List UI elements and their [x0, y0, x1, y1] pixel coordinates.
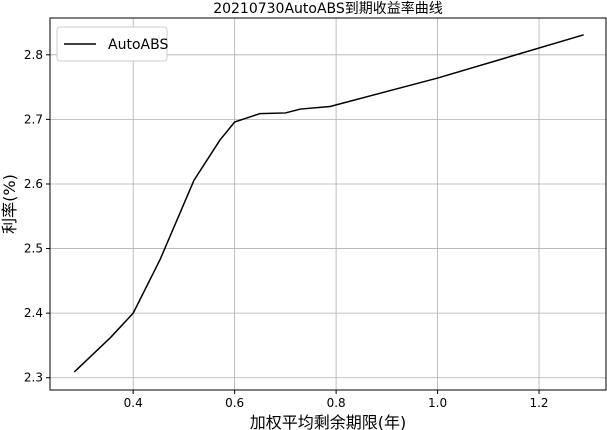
line-series: [73, 34, 584, 373]
legend-label: AutoABS: [108, 37, 168, 53]
x-tick-label: 1.2: [529, 396, 548, 410]
y-axis-label: 利率(%): [0, 174, 19, 234]
y-tick-label: 2.3: [24, 371, 43, 385]
y-tick-label: 2.5: [24, 242, 43, 256]
plot-frame: [49, 17, 607, 391]
chart-title: 20210730AutoABS到期收益率曲线: [213, 0, 443, 17]
y-tick-label: 2.8: [24, 48, 43, 62]
y-tick-label: 2.4: [24, 306, 43, 320]
y-tick-label: 2.6: [24, 177, 43, 191]
legend-box: [56, 26, 168, 62]
x-axis-label: 加权平均剩余期限(年): [250, 413, 407, 430]
y-tick-label: 2.7: [24, 112, 43, 126]
x-tick-label: 0.4: [124, 396, 143, 410]
x-tick-label: 1.0: [428, 396, 447, 410]
x-tick-label: 0.8: [327, 396, 346, 410]
x-tick-label: 0.6: [225, 396, 244, 410]
